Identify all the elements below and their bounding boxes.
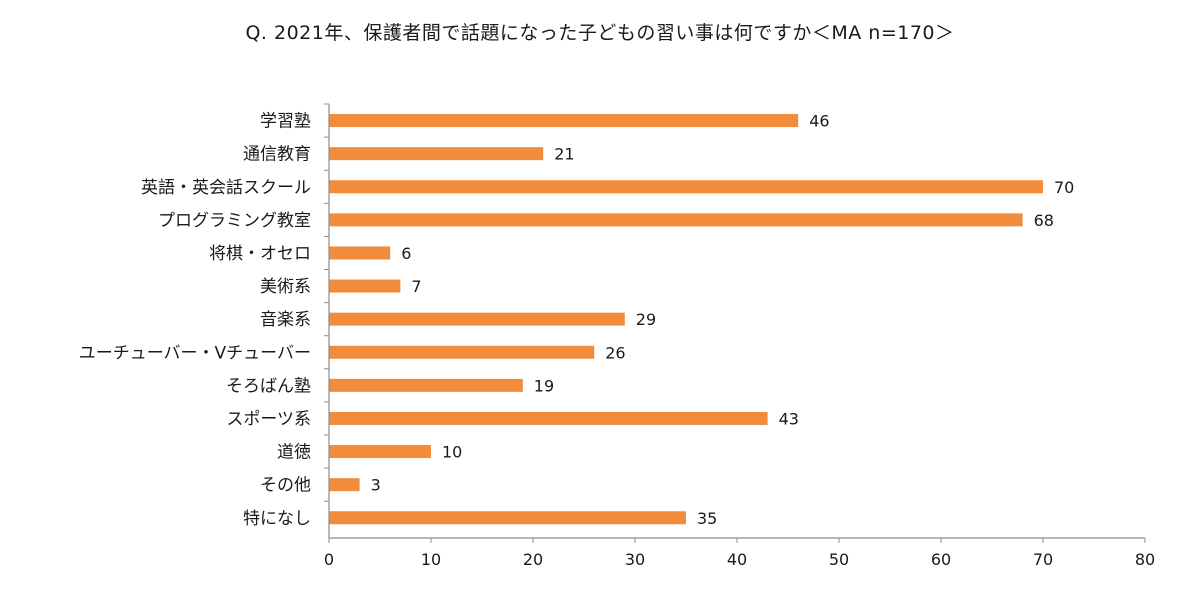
value-label: 70 <box>1054 178 1074 197</box>
bar <box>329 511 686 525</box>
value-label: 43 <box>779 409 799 428</box>
x-tick-label: 60 <box>931 550 951 569</box>
x-tick-label: 50 <box>829 550 849 569</box>
value-label: 19 <box>534 376 554 395</box>
category-label: 英語・英会話スクール <box>141 178 311 198</box>
category-label: 特になし <box>243 509 311 529</box>
category-label: 音楽系 <box>260 310 311 330</box>
bar <box>329 411 768 425</box>
category-label: ユーチューバー・Vチューバー <box>79 343 311 363</box>
x-tick-label: 70 <box>1033 550 1053 569</box>
bar <box>329 378 523 392</box>
bar <box>329 312 625 326</box>
x-tick-label: 10 <box>421 550 441 569</box>
bar <box>329 114 799 128</box>
category-label: スポーツ系 <box>226 409 311 429</box>
bar <box>329 478 360 492</box>
labels-group: 46学習塾21通信教育70英語・英会話スクール68プログラミング教室6将棋・オセ… <box>79 111 1155 569</box>
value-label: 3 <box>371 476 381 495</box>
bar <box>329 445 431 459</box>
category-label: 学習塾 <box>260 111 311 132</box>
bar <box>329 246 391 260</box>
x-tick-label: 40 <box>727 550 747 569</box>
value-label: 29 <box>636 310 656 329</box>
value-label: 35 <box>697 509 717 528</box>
value-label: 26 <box>605 343 625 362</box>
x-tick-label: 0 <box>324 550 334 569</box>
category-label: 美術系 <box>260 277 311 297</box>
category-label: 道徳 <box>277 443 311 463</box>
value-label: 7 <box>411 277 421 296</box>
bar <box>329 180 1043 194</box>
x-tick-label: 80 <box>1135 550 1155 569</box>
value-label: 10 <box>442 443 462 462</box>
category-label: そろばん塾 <box>226 375 311 396</box>
bar <box>329 213 1023 227</box>
axes-group <box>324 103 1146 543</box>
chart-title: Q. 2021年、保護者間で話題になった子どもの習い事は何ですか＜MA n=17… <box>245 22 955 44</box>
category-label: その他 <box>260 476 311 496</box>
bar <box>329 345 595 359</box>
value-label: 46 <box>809 112 829 131</box>
category-label: 通信教育 <box>243 145 311 165</box>
bars-group <box>329 114 1043 525</box>
value-label: 68 <box>1034 211 1054 230</box>
category-label: 将棋・オセロ <box>209 244 311 264</box>
bar <box>329 147 544 161</box>
category-label: プログラミング教室 <box>158 211 311 231</box>
value-label: 21 <box>554 145 574 164</box>
x-tick-label: 30 <box>625 550 645 569</box>
x-tick-label: 20 <box>523 550 543 569</box>
value-label: 6 <box>401 244 411 263</box>
bar <box>329 279 401 293</box>
